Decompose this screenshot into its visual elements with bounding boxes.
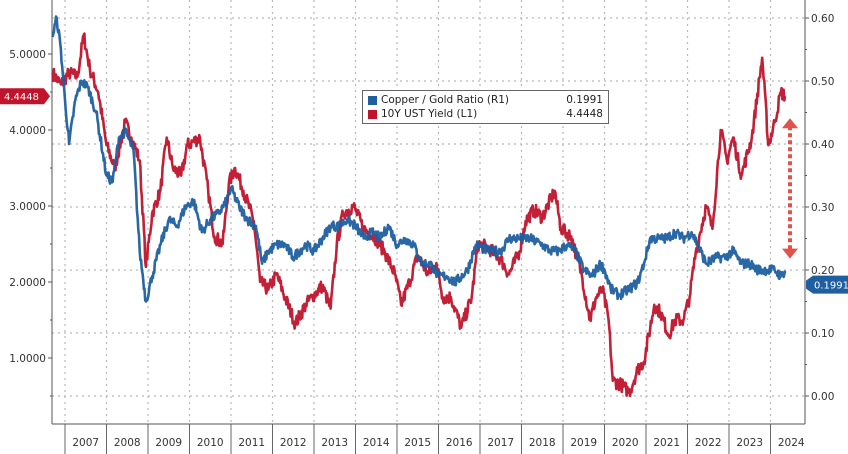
left-axis-label: 4.0000 [9,125,46,137]
legend-value: 4.4448 [566,108,603,120]
x-tick-label: 2011 [238,437,265,449]
left-axis-label: 2.0000 [9,277,46,289]
left-axis-label: 1.0000 [9,353,46,365]
arrow-head-up [782,118,798,129]
legend-swatch-blue [368,95,377,105]
right-axis-label: 0.50 [811,76,834,88]
right-axis-label: 0.00 [811,391,834,403]
x-tick-label: 2019 [570,437,597,449]
x-tick-label: 2007 [72,437,99,449]
x-tick-label: 2017 [487,437,514,449]
x-tick-label: 2023 [736,437,763,449]
left-axis-label: 3.0000 [9,201,46,213]
legend-entry-yield: 10Y UST Yield (L1) 4.4448 [368,107,603,121]
x-tick-label: 2018 [529,437,556,449]
x-tick-label: 2020 [612,437,639,449]
right-axis-label: 0.40 [811,139,834,151]
arrow-head-down [782,248,798,259]
legend: Copper / Gold Ratio (R1) 0.1991 10Y UST … [362,90,609,124]
right-axis-label: 0.20 [811,265,834,277]
left-axis-label: 5.0000 [9,49,46,61]
label-text: 4.4448 [4,92,39,103]
series-line-copper-gold-ratio [51,15,787,303]
legend-swatch-red [368,109,377,119]
series-line-10y-yield [51,32,787,398]
x-tick-label: 2015 [404,437,431,449]
last-value-label-yield: 4.4448 [0,88,50,105]
gap-double-arrow [782,118,798,259]
x-tick-label: 2014 [363,437,390,449]
label-box [806,275,848,294]
x-tick-label: 2013 [321,437,348,449]
x-tick-label: 2016 [446,437,473,449]
legend-label: 10Y UST Yield (L1) [381,108,478,120]
label-box [0,88,50,105]
right-axis-label: 0.30 [811,202,834,214]
right-axis-label: 0.10 [811,328,834,340]
x-tick-label: 2010 [197,437,224,449]
right-axis-label: 0.60 [811,13,834,25]
legend-entry-copper-gold: Copper / Gold Ratio (R1) 0.1991 [368,93,603,107]
x-tick-label: 2021 [653,437,680,449]
x-tick-label: 2022 [695,437,722,449]
legend-label: Copper / Gold Ratio (R1) [381,94,510,106]
x-tick-label: 2012 [280,437,307,449]
last-value-label-copper-gold: 0.1991 [806,275,848,294]
legend-value: 0.1991 [566,94,603,106]
label-text: 0.1991 [814,281,848,292]
x-tick-label: 2024 [778,437,805,449]
x-tick-label: 2008 [114,437,141,449]
x-tick-label: 2009 [155,437,182,449]
